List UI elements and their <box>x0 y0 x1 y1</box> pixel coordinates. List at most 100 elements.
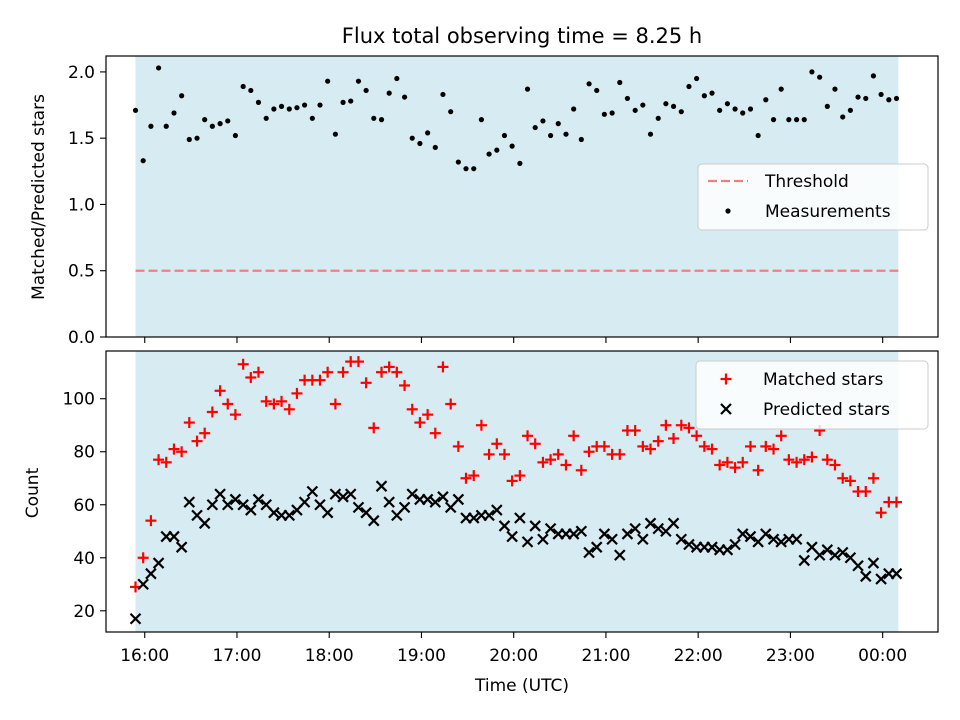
measurement-point <box>386 90 392 96</box>
matched-point <box>383 361 395 373</box>
matched-point <box>545 454 557 466</box>
matched-point <box>429 427 441 439</box>
measurement-point <box>594 87 600 94</box>
measurement-point <box>140 158 146 164</box>
x-axis: 16:00 17:00 18:00 19:00 20:00 21:00 22:00 23:00… <box>120 337 907 666</box>
x-tick-label: 16:00 <box>120 646 169 666</box>
matched-point <box>721 456 733 468</box>
predicted-point <box>652 522 665 535</box>
matched-point <box>322 366 334 378</box>
threshold-legend-label: Threshold <box>764 172 849 192</box>
count-panel: 20 40 60 80 100 Count Matched stars Predicte… <box>23 350 939 633</box>
predicted-point <box>598 528 611 540</box>
ratio-y-tick-label: 1.5 <box>68 129 95 149</box>
matched-point <box>522 430 534 442</box>
predicted-point <box>790 533 803 545</box>
predicted-point <box>344 488 357 500</box>
matched-legend-label: Matched stars <box>763 370 883 390</box>
matched-point <box>352 356 364 368</box>
measurement-point <box>448 109 454 115</box>
measurement-point <box>801 117 807 123</box>
matched-point <box>199 427 211 439</box>
predicted-point <box>452 493 465 506</box>
measurement-point <box>455 159 461 165</box>
predicted-point <box>145 567 157 580</box>
measurement-point <box>148 123 154 129</box>
matched-point <box>890 496 902 508</box>
matched-point <box>706 443 718 455</box>
count-legend-box <box>695 360 929 430</box>
matched-point <box>222 398 234 410</box>
predicted-point <box>329 488 342 500</box>
measurement-point <box>340 99 346 105</box>
predicted-point <box>483 509 495 522</box>
predicted-point <box>283 509 296 522</box>
matched-point <box>445 398 457 410</box>
matched-point <box>498 448 510 460</box>
matched-point <box>237 358 249 370</box>
matched-point <box>314 374 326 386</box>
matched-point <box>775 430 787 442</box>
matched-point <box>668 432 680 444</box>
matched-point <box>337 366 349 378</box>
x-axis-label: Time (UTC) <box>474 676 569 696</box>
measurement-point <box>132 107 139 113</box>
chart-title: Flux total observing time = 8.25 h <box>342 24 702 48</box>
matched-point <box>629 425 641 437</box>
matched-point <box>537 456 549 468</box>
count-y-tick-label: 60 <box>73 496 95 516</box>
predicted-point <box>245 504 257 516</box>
ratio-y-axis-label: Matched/Predicted stars <box>29 94 49 300</box>
measurement-point <box>701 93 707 99</box>
matched-point <box>191 435 203 447</box>
ratio-axes-frame <box>105 55 939 338</box>
measurement-point <box>555 120 561 127</box>
predicted-point <box>229 493 242 506</box>
measurement-point <box>578 136 584 143</box>
ratio-panel: 0.00.51.01.52.0 Matched/Predicted stars … <box>29 55 939 348</box>
predicted-point <box>467 512 480 524</box>
measurement-point <box>278 103 285 109</box>
measurement-point <box>786 117 792 123</box>
matched-point <box>837 472 849 484</box>
measurement-point <box>348 98 354 104</box>
measurement-point <box>624 95 631 102</box>
measurement-point <box>501 132 508 139</box>
x-tick-label: 23:00 <box>766 646 815 666</box>
measurement-point <box>655 115 661 121</box>
predicted-point <box>613 549 626 561</box>
measurement-point <box>194 135 200 141</box>
predicted-point <box>875 573 887 585</box>
predicted-point <box>398 501 411 514</box>
predicted-legend-swatch <box>720 403 732 415</box>
predicted-point <box>721 544 734 556</box>
matched-point <box>821 454 833 466</box>
predicted-point <box>729 538 741 551</box>
matched-point <box>276 395 288 407</box>
measurement-point <box>663 101 669 107</box>
matched-point <box>683 422 695 434</box>
matched-point <box>560 459 572 471</box>
matched-point <box>875 507 887 519</box>
measurement-point <box>824 103 830 109</box>
matched-point <box>475 419 487 431</box>
predicted-point <box>637 533 649 545</box>
predicted-point <box>491 504 503 516</box>
predicted-point <box>706 541 718 553</box>
x-tick-label: 18:00 <box>305 646 354 666</box>
matched-point <box>660 419 672 431</box>
matched-point <box>552 448 564 460</box>
predicted-point <box>198 517 211 530</box>
measurement-point <box>870 73 877 79</box>
measurement-point <box>325 78 331 84</box>
measurement-point <box>163 123 169 129</box>
measurement-point <box>217 120 223 127</box>
ratio-legend-box <box>697 163 929 231</box>
measurement-point <box>263 115 269 121</box>
predicted-point <box>506 530 518 543</box>
count-y-tick-label: 100 <box>63 390 95 410</box>
matched-point <box>829 459 841 471</box>
x-tick-label: 00:00 <box>858 646 907 666</box>
predicted-point <box>590 541 603 553</box>
